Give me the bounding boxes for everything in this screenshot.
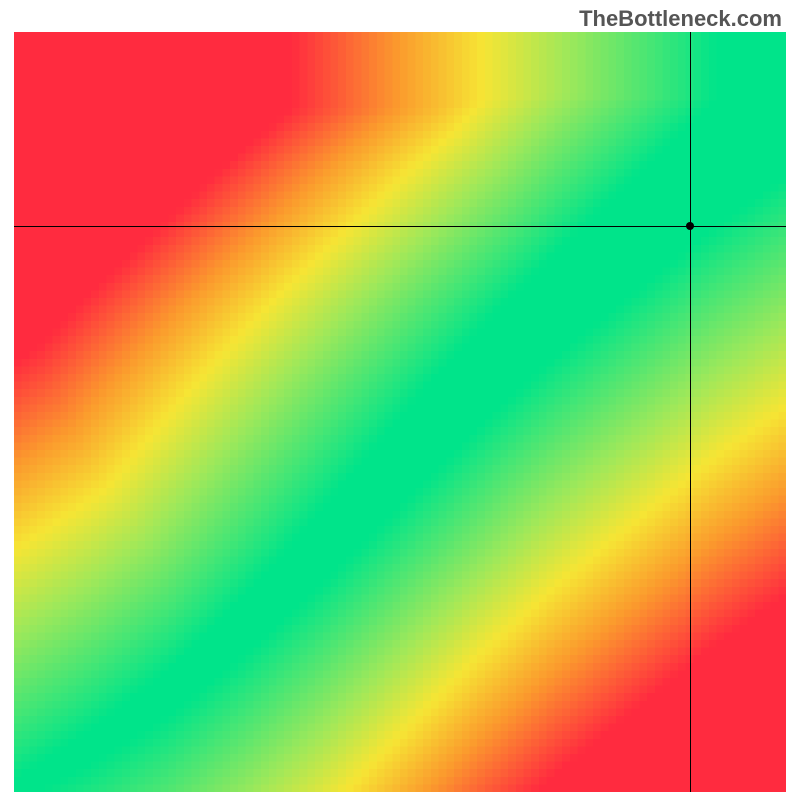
crosshair-vertical	[690, 32, 691, 792]
watermark-text: TheBottleneck.com	[579, 6, 782, 32]
crosshair-marker	[686, 222, 694, 230]
crosshair-horizontal	[14, 226, 786, 227]
heatmap-svg	[14, 32, 786, 792]
heatmap-chart	[14, 32, 786, 792]
